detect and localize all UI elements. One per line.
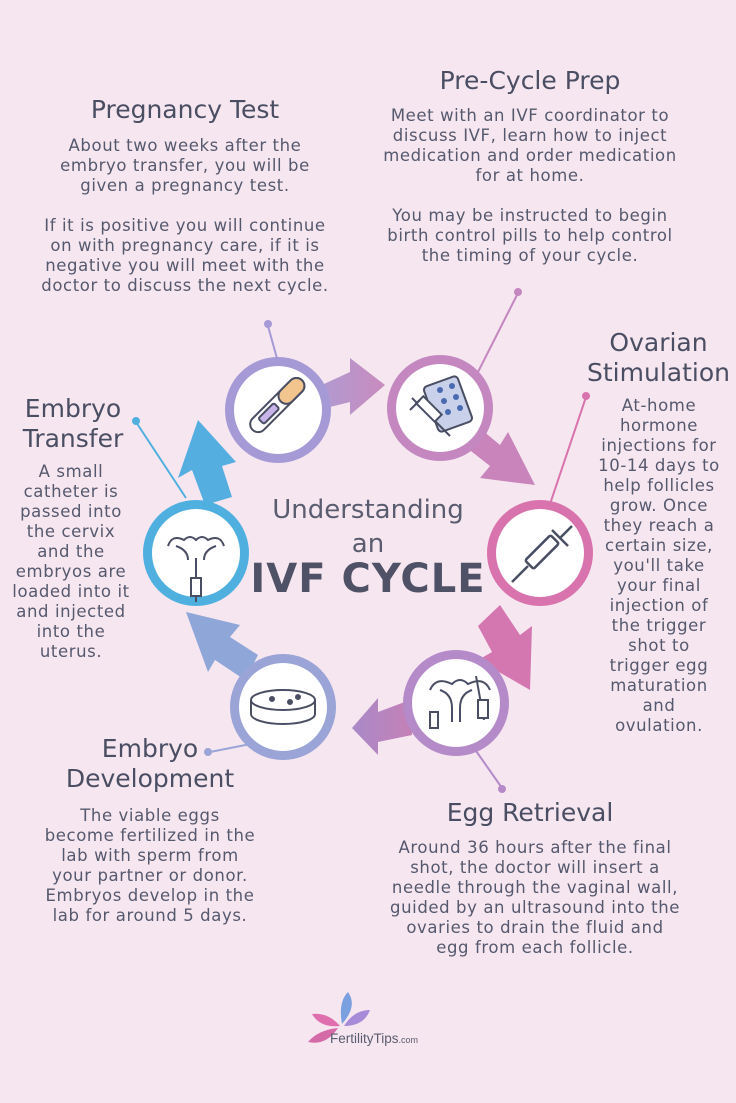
pregnancy-test-icon bbox=[249, 376, 306, 434]
step-body-precycle-p2: You may be instructed to begin birth con… bbox=[387, 206, 673, 265]
step-body-ovarian: At-home hormone injections for 10-14 day… bbox=[596, 396, 722, 736]
step-body-precycle: Meet with an IVF coordinator to discuss … bbox=[375, 106, 685, 266]
fertilitytips-logo-icon bbox=[308, 992, 370, 1043]
step-body-ovarian-p1: At-home hormone injections for 10-14 day… bbox=[598, 396, 720, 735]
syringe-icon bbox=[511, 525, 573, 583]
step-body-pregnancy: About two weeks after the embryo transfe… bbox=[40, 136, 330, 296]
arrow-ovarian-to-egg bbox=[478, 605, 532, 690]
step-body-development-p1: The viable eggs become fertilized in the… bbox=[44, 806, 256, 925]
step-circle-egg bbox=[403, 650, 509, 756]
step-body-transfer-p1: A small catheter is passed into the cerv… bbox=[12, 462, 130, 661]
center-line-2: an bbox=[351, 529, 385, 559]
step-title-transfer: Embryo Transfer bbox=[22, 394, 124, 453]
arrow-egg-to-development bbox=[352, 698, 412, 755]
brand-suffix: .com bbox=[398, 1035, 419, 1045]
step-body-transfer: A small catheter is passed into the cerv… bbox=[12, 462, 130, 662]
step-title-development: Embryo Development bbox=[65, 734, 235, 793]
step-body-development: The viable eggs become fertilized in the… bbox=[44, 806, 256, 926]
cycle-ring bbox=[178, 358, 535, 755]
step-body-precycle-p1: Meet with an IVF coordinator to discuss … bbox=[383, 106, 677, 185]
center-title: IVF CYCLE bbox=[250, 556, 486, 602]
petri-dish-icon bbox=[250, 689, 316, 725]
arrow-development-to-transfer bbox=[186, 612, 258, 680]
step-circle-transfer bbox=[143, 500, 249, 606]
uterus-catheter-icon bbox=[167, 536, 225, 602]
brand-name: FertilityTips.com bbox=[330, 1031, 418, 1046]
brand-name-text: FertilityTips bbox=[330, 1031, 399, 1046]
uterus-needle-icon bbox=[429, 675, 491, 729]
center-line-1: Understanding bbox=[272, 495, 464, 525]
step-title-egg: Egg Retrieval bbox=[446, 798, 614, 827]
step-title-pregnancy: Pregnancy Test bbox=[90, 95, 280, 124]
arrow-transfer-to-pregnancy bbox=[178, 420, 236, 505]
step-body-egg-p1: Around 36 hours after the final shot, th… bbox=[390, 838, 681, 957]
step-body-pregnancy-p1: About two weeks after the embryo transfe… bbox=[60, 136, 310, 195]
step-body-pregnancy-p2: If it is positive you will continue on w… bbox=[41, 216, 329, 295]
step-body-egg: Around 36 hours after the final shot, th… bbox=[390, 838, 680, 958]
pill-pack-syringe-icon bbox=[409, 375, 473, 437]
step-title-ovarian: Ovarian Stimulation bbox=[587, 328, 730, 387]
step-title-precycle: Pre-Cycle Prep bbox=[439, 66, 621, 95]
